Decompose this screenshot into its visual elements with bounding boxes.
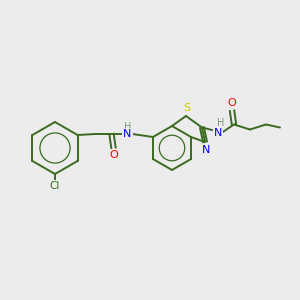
- Text: N: N: [123, 129, 132, 139]
- Text: N: N: [202, 145, 210, 155]
- Text: H: H: [124, 122, 131, 132]
- Text: S: S: [183, 103, 190, 113]
- Text: Cl: Cl: [50, 181, 60, 191]
- Text: O: O: [228, 98, 236, 109]
- Text: N: N: [214, 128, 222, 137]
- Text: O: O: [109, 150, 118, 160]
- Text: H: H: [217, 118, 225, 128]
